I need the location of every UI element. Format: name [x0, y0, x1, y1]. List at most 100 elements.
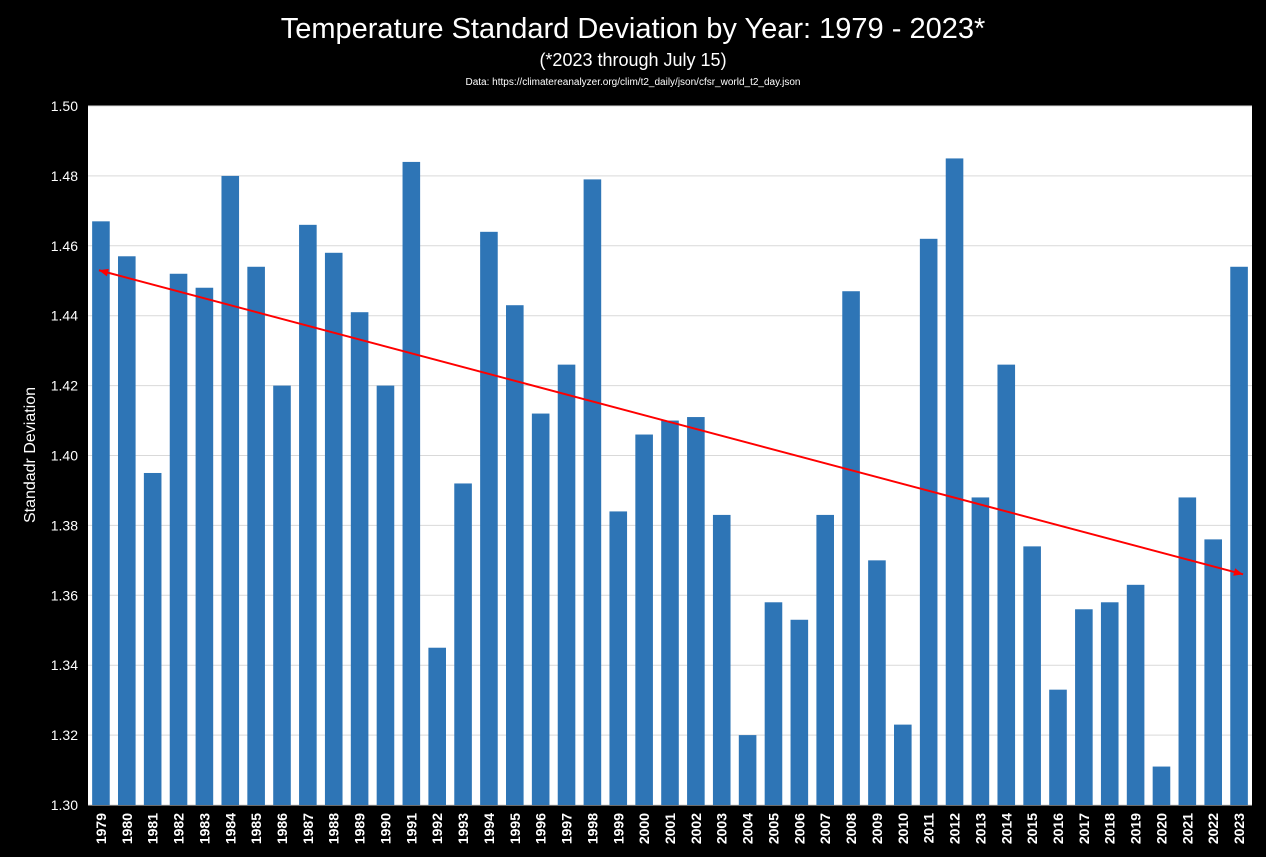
x-tick-label: 2008 [843, 813, 859, 844]
bar-2014 [997, 364, 1016, 805]
y-axis-ticks: 1.30 1.32 1.34 1.36 1.38 1.40 1.42 1.44 1.46 1.48… [51, 98, 78, 813]
bar-1984 [221, 175, 240, 805]
bar-2022 [1204, 539, 1222, 805]
x-tick-label: 2003 [714, 813, 730, 844]
bar-1988 [324, 252, 343, 806]
x-tick-label: 2017 [1076, 813, 1092, 844]
x-tick-label: 1998 [584, 813, 600, 844]
bar-2018 [1100, 602, 1119, 805]
bar-1994 [480, 231, 498, 805]
bar-2020 [1152, 766, 1171, 805]
y-tick-label: 1.38 [51, 517, 78, 533]
x-tick-label: 2021 [1179, 813, 1195, 844]
x-tick-label: 2010 [895, 813, 911, 844]
y-tick-label: 1.48 [51, 168, 78, 184]
bar-1986 [273, 385, 291, 805]
y-tick-label: 1.50 [51, 98, 78, 114]
bar-2006 [790, 619, 809, 805]
x-tick-label: 1987 [300, 813, 316, 844]
x-tick-label: 1996 [533, 813, 549, 844]
bar-1981 [143, 472, 162, 805]
x-tick-label: 2020 [1153, 813, 1169, 844]
bar-2012 [945, 158, 964, 806]
bar-1992 [428, 647, 446, 805]
trend [98, 268, 1244, 576]
bar-2011 [919, 238, 938, 805]
trend-arrow-start [98, 268, 109, 277]
bar-1997 [557, 364, 576, 805]
bars [92, 158, 1248, 806]
y-tick-label: 1.46 [51, 238, 78, 254]
x-tick-label: 1995 [507, 813, 523, 844]
bar-2009 [868, 560, 886, 805]
bar-1989 [350, 312, 369, 805]
x-tick-label: 2007 [817, 813, 833, 844]
x-tick-label: 1988 [326, 813, 342, 844]
x-tick-label: 1997 [559, 813, 575, 844]
x-tick-label: 2009 [869, 813, 885, 844]
bar-2005 [764, 602, 783, 805]
x-tick-label: 2011 [921, 813, 937, 844]
x-axis-ticks: 1979 1980 1981 1982 1983 1984 1985 1986 1987 1988… [93, 813, 1247, 844]
bar-2000 [635, 434, 653, 805]
chart-title: Temperature Standard Deviation by Year: … [281, 13, 986, 45]
bar-2002 [687, 417, 705, 805]
bar-1998 [583, 179, 602, 805]
y-tick-label: 1.30 [51, 797, 78, 813]
bar-1990 [376, 385, 395, 805]
bar-1996 [531, 413, 550, 805]
x-tick-label: 2014 [998, 813, 1014, 844]
bar-2015 [1023, 546, 1041, 805]
x-tick-label: 2006 [791, 813, 807, 844]
y-tick-label: 1.36 [51, 587, 78, 603]
x-tick-label: 1994 [481, 813, 497, 844]
x-tick-label: 2016 [1050, 813, 1066, 844]
bar-1995 [506, 305, 524, 805]
data-source-note: Data: https://climatereanalyzer.org/clim… [466, 77, 801, 88]
x-tick-label: 2004 [740, 813, 756, 844]
trend-arrow-end [1233, 568, 1244, 576]
bar-1983 [195, 287, 214, 805]
x-tick-label: 1980 [119, 813, 135, 844]
bar-2013 [971, 497, 990, 805]
y-tick-label: 1.34 [51, 657, 78, 673]
x-tick-label: 1986 [274, 813, 290, 844]
x-tick-label: 1991 [403, 813, 419, 844]
x-tick-label: 1984 [222, 813, 238, 844]
x-tick-label: 1999 [610, 813, 626, 844]
bar-2017 [1075, 609, 1093, 805]
y-tick-label: 1.42 [51, 378, 78, 394]
x-tick-label: 2005 [765, 813, 781, 844]
bar-1980 [118, 256, 136, 805]
x-tick-label: 1993 [455, 813, 471, 844]
bar-1993 [454, 483, 472, 805]
x-tick-label: 2013 [972, 813, 988, 844]
x-tick-label: 2012 [947, 813, 963, 844]
x-tick-label: 1992 [429, 813, 445, 844]
x-tick-label: 2019 [1128, 813, 1144, 844]
x-tick-label: 1989 [352, 813, 368, 844]
chart-subtitle: (*2023 through July 15) [539, 50, 726, 70]
x-tick-label: 2023 [1231, 813, 1247, 844]
x-tick-label: 1983 [196, 813, 212, 844]
bar-2001 [661, 420, 679, 805]
x-tick-label: 1990 [377, 813, 393, 844]
bar-2008 [842, 291, 860, 805]
x-tick-label: 1985 [248, 813, 264, 844]
bar-1985 [247, 266, 265, 805]
trend-line [98, 269, 1244, 576]
x-tick-label: 2000 [636, 813, 652, 844]
x-tick-label: 1981 [145, 813, 161, 844]
y-tick-label: 1.44 [51, 308, 78, 324]
x-tick-label: 2001 [662, 813, 678, 844]
bar-1982 [169, 273, 188, 805]
bar-2004 [738, 735, 757, 805]
bar-2021 [1178, 497, 1197, 805]
x-tick-label: 1979 [93, 813, 109, 844]
bar-2003 [712, 514, 731, 805]
bar-1987 [299, 224, 317, 805]
bar-2007 [816, 514, 834, 805]
x-tick-label: 1982 [171, 813, 187, 844]
